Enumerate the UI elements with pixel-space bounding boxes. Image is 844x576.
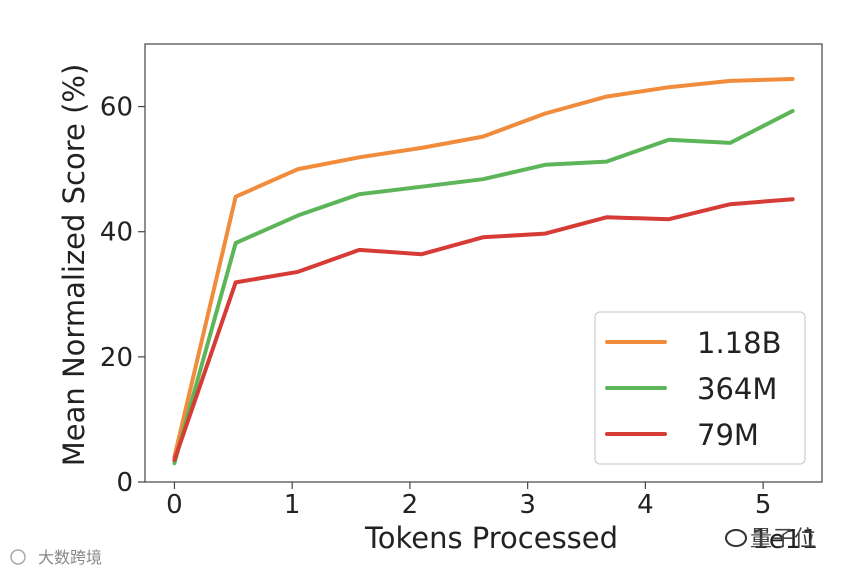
x-axis: 0 1 2 3 4 5 bbox=[166, 482, 771, 520]
x-tick-label: 1 bbox=[284, 490, 301, 520]
chat-bubble-icon bbox=[725, 529, 747, 547]
y-tick-label: 40 bbox=[100, 218, 133, 248]
x-tick-label: 3 bbox=[519, 490, 536, 520]
legend-label: 1.18B bbox=[697, 326, 781, 360]
y-tick-label: 0 bbox=[116, 468, 133, 498]
y-axis-title: Mean Normalized Score (%) bbox=[57, 64, 91, 467]
plot-area bbox=[144, 43, 823, 483]
x-tick-label: 2 bbox=[402, 490, 419, 520]
legend-label: 364M bbox=[697, 372, 777, 406]
legend-label: 79M bbox=[697, 418, 759, 452]
y-tick-label: 20 bbox=[100, 343, 133, 373]
legend: 1.18B 364M 79M bbox=[594, 311, 806, 465]
watermark-right-text: 量子位 bbox=[750, 527, 816, 552]
x-tick-label: 0 bbox=[166, 490, 183, 520]
y-axis: 0 20 40 60 bbox=[100, 93, 145, 498]
plot-frame bbox=[144, 43, 823, 483]
x-exponent-label: 1e11 bbox=[752, 525, 818, 555]
x-tick-label: 5 bbox=[755, 490, 772, 520]
watermark-right: 量子位 bbox=[725, 527, 816, 552]
watermark-left-text: 大数跨境 bbox=[38, 548, 102, 567]
y-tick-label: 60 bbox=[100, 93, 133, 123]
x-axis-title: Tokens Processed bbox=[364, 521, 618, 555]
series-line-79m bbox=[172, 197, 795, 463]
watermark-left: 大数跨境 bbox=[10, 548, 102, 567]
series-line-364m bbox=[172, 109, 795, 466]
legend-box bbox=[594, 311, 806, 465]
x-tick-label: 4 bbox=[637, 490, 654, 520]
series-group bbox=[172, 77, 795, 466]
watermark-logo-icon bbox=[10, 549, 26, 565]
series-line-1-18b bbox=[172, 77, 795, 459]
